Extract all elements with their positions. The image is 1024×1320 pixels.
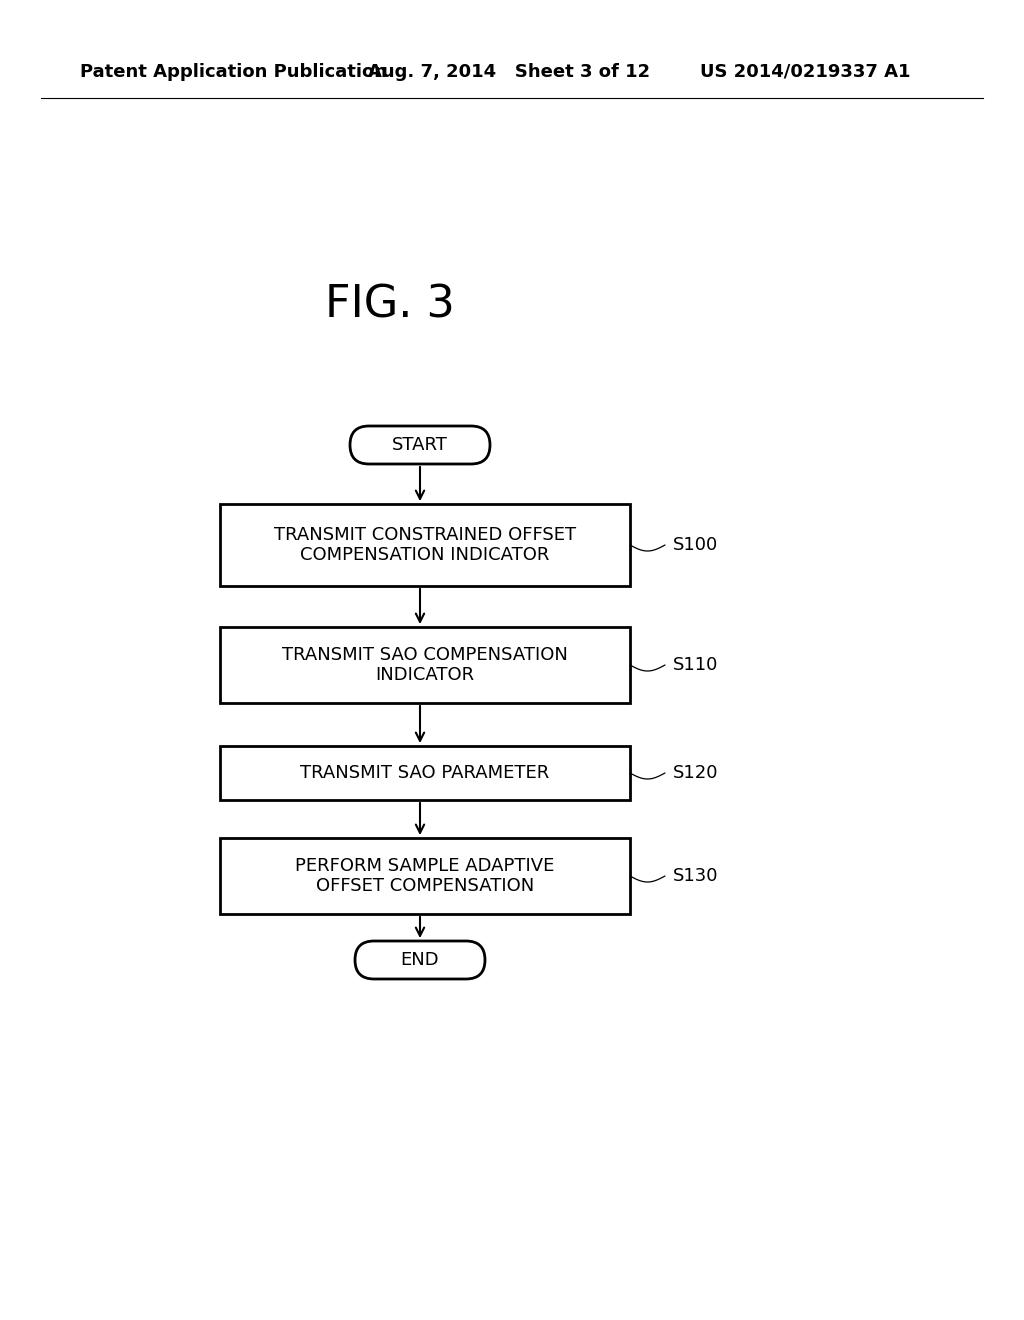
Text: Patent Application Publication: Patent Application Publication bbox=[80, 63, 387, 81]
FancyBboxPatch shape bbox=[350, 426, 490, 465]
Text: US 2014/0219337 A1: US 2014/0219337 A1 bbox=[700, 63, 910, 81]
Text: TRANSMIT SAO PARAMETER: TRANSMIT SAO PARAMETER bbox=[300, 764, 550, 781]
FancyBboxPatch shape bbox=[355, 941, 485, 979]
Text: Aug. 7, 2014   Sheet 3 of 12: Aug. 7, 2014 Sheet 3 of 12 bbox=[368, 63, 650, 81]
Text: END: END bbox=[400, 950, 439, 969]
Bar bbox=[220, 838, 630, 913]
Bar bbox=[220, 746, 630, 800]
Text: FIG. 3: FIG. 3 bbox=[325, 284, 455, 326]
Text: S130: S130 bbox=[673, 867, 719, 884]
Text: TRANSMIT SAO COMPENSATION
INDICATOR: TRANSMIT SAO COMPENSATION INDICATOR bbox=[282, 645, 568, 684]
Text: TRANSMIT CONSTRAINED OFFSET
COMPENSATION INDICATOR: TRANSMIT CONSTRAINED OFFSET COMPENSATION… bbox=[274, 525, 577, 565]
Text: START: START bbox=[392, 436, 447, 454]
Text: S120: S120 bbox=[673, 764, 719, 781]
Bar bbox=[220, 627, 630, 704]
Text: S100: S100 bbox=[673, 536, 718, 554]
Bar bbox=[220, 504, 630, 586]
Text: S110: S110 bbox=[673, 656, 719, 675]
Text: PERFORM SAMPLE ADAPTIVE
OFFSET COMPENSATION: PERFORM SAMPLE ADAPTIVE OFFSET COMPENSAT… bbox=[295, 857, 555, 895]
